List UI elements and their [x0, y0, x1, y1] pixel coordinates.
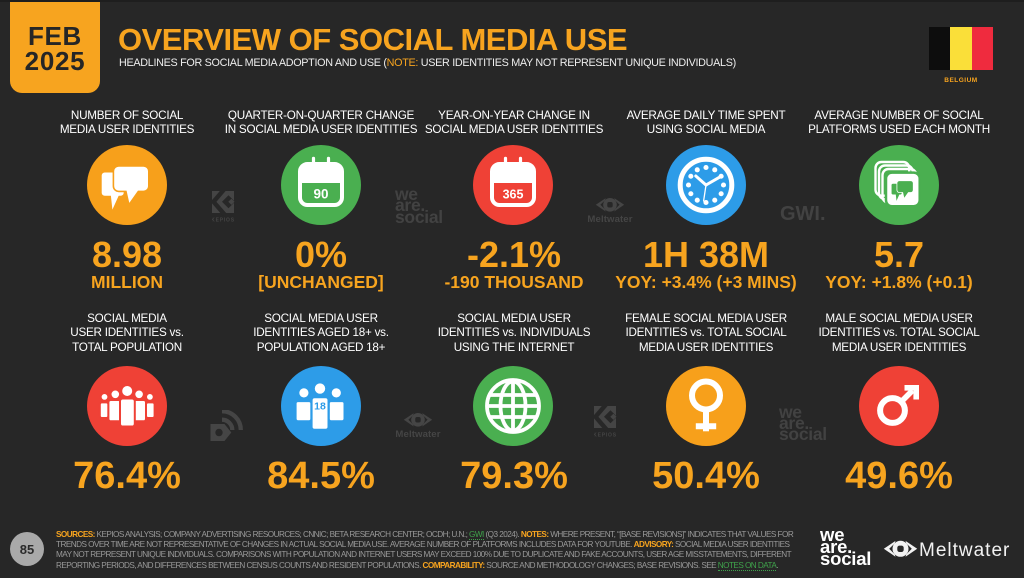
svg-text:Meltwater: Meltwater — [395, 429, 440, 440]
svg-text:365: 365 — [503, 188, 524, 202]
svg-text:90: 90 — [313, 187, 328, 202]
svg-text:KEPIOS: KEPIOS — [212, 218, 235, 224]
svg-text:18: 18 — [314, 401, 326, 413]
svg-text:KEPIOS: KEPIOS — [594, 433, 617, 439]
svg-text:Meltwater: Meltwater — [587, 214, 632, 225]
